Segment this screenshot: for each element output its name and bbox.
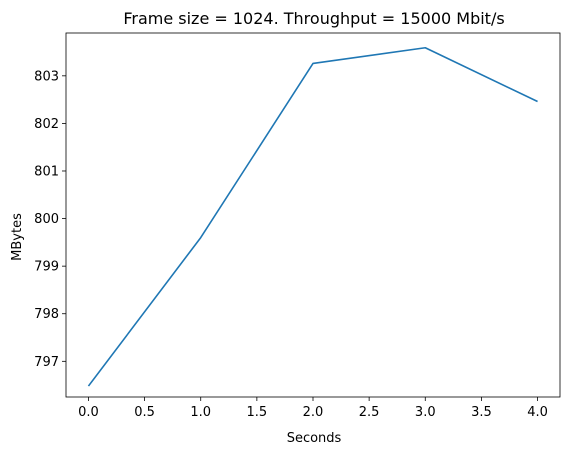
plot-frame xyxy=(65,32,561,398)
y-tick-label: 799 xyxy=(34,260,59,275)
y-tick-label: 797 xyxy=(34,355,59,370)
y-tick-label: 802 xyxy=(34,117,59,132)
x-tick-label: 3.0 xyxy=(415,405,436,420)
x-tick-label: 1.5 xyxy=(247,405,268,420)
x-axis: 0.0 0.5 1.0 1.5 2.0 2.5 3.0 3.5 4.0 xyxy=(78,397,548,420)
plot-area xyxy=(65,32,561,398)
y-tick-label: 803 xyxy=(34,69,59,84)
series-line-0 xyxy=(87,46,538,387)
chart-title: Frame size = 1024. Throughput = 15000 Mb… xyxy=(123,9,504,28)
y-tick-label: 798 xyxy=(34,307,59,322)
x-tick-label: 2.5 xyxy=(359,405,380,420)
x-tick-label: 3.5 xyxy=(471,405,492,420)
y-tick-label: 801 xyxy=(34,164,59,179)
x-tick-label: 0.0 xyxy=(78,405,99,420)
y-axis-title: MBytes xyxy=(10,213,25,261)
x-tick-label: 2.0 xyxy=(303,405,324,420)
x-axis-title: Seconds xyxy=(287,431,342,446)
x-tick-label: 1.0 xyxy=(190,405,211,420)
y-axis: 797 798 799 800 801 802 803 xyxy=(34,69,66,370)
y-tick-label: 800 xyxy=(34,212,59,227)
x-tick-label: 4.0 xyxy=(527,405,548,420)
x-tick-label: 0.5 xyxy=(134,405,155,420)
